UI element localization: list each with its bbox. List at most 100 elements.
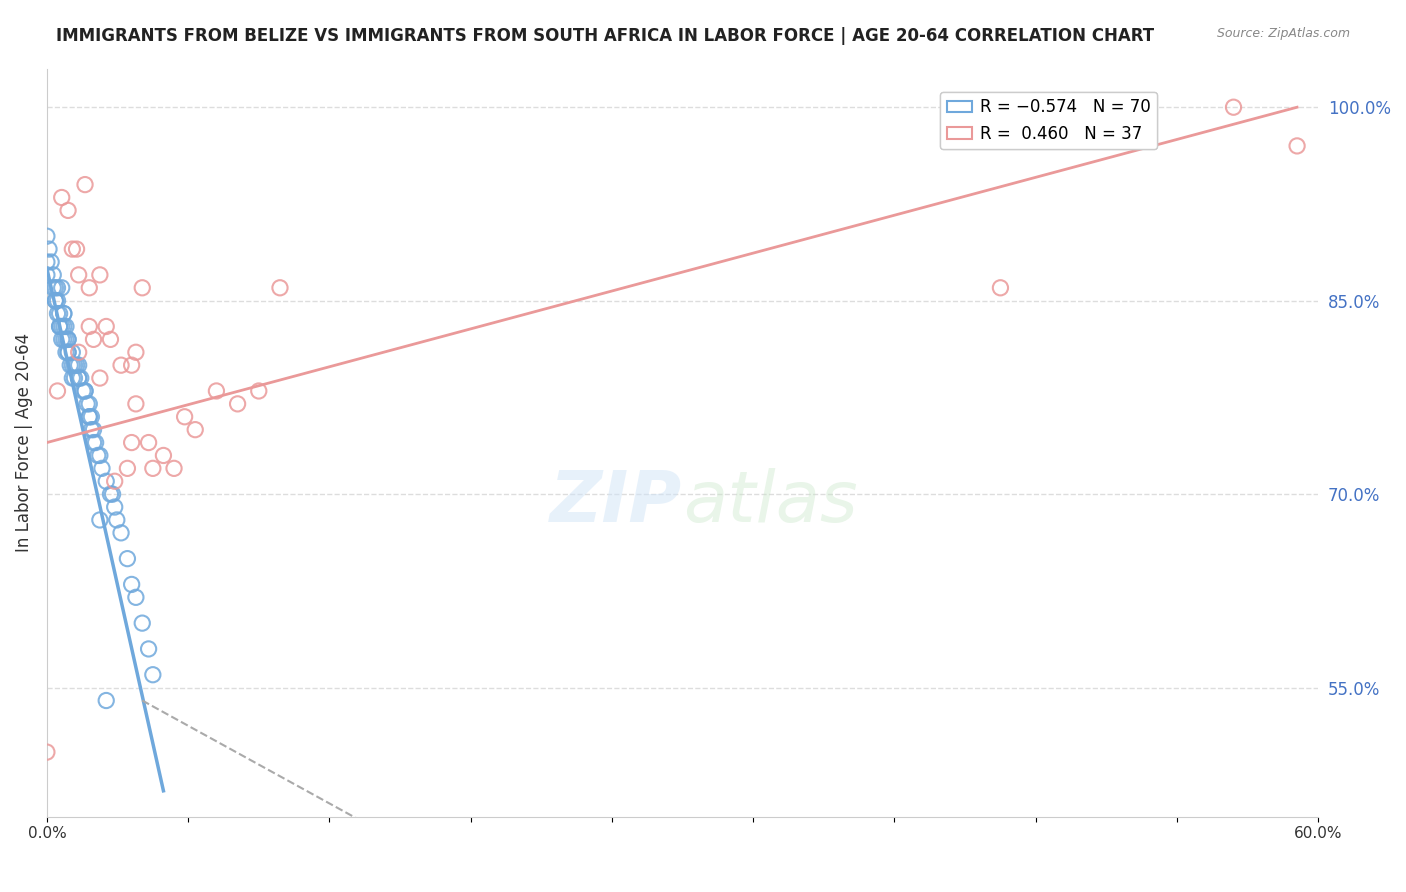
Point bbox=[44, 281, 66, 295]
Point bbox=[138, 641, 160, 656]
Point bbox=[89, 449, 111, 463]
Point bbox=[42, 281, 65, 295]
Point bbox=[73, 384, 96, 398]
Point bbox=[46, 293, 69, 308]
Point bbox=[89, 268, 111, 282]
Point bbox=[63, 371, 86, 385]
Point bbox=[131, 281, 153, 295]
Point bbox=[163, 461, 186, 475]
Point bbox=[990, 281, 1012, 295]
Point bbox=[110, 358, 132, 372]
Point bbox=[117, 461, 139, 475]
Point bbox=[56, 332, 79, 346]
Point bbox=[87, 449, 110, 463]
Point bbox=[59, 358, 82, 372]
Point bbox=[76, 397, 98, 411]
Point bbox=[51, 190, 73, 204]
Point bbox=[60, 371, 83, 385]
Point bbox=[138, 435, 160, 450]
Point bbox=[52, 307, 75, 321]
Point bbox=[131, 616, 153, 631]
Point bbox=[142, 667, 165, 681]
Point bbox=[38, 242, 60, 256]
Point bbox=[44, 293, 66, 308]
Point bbox=[48, 307, 70, 321]
Point bbox=[56, 203, 79, 218]
Point bbox=[110, 525, 132, 540]
Text: IMMIGRANTS FROM BELIZE VS IMMIGRANTS FROM SOUTH AFRICA IN LABOR FORCE | AGE 20-6: IMMIGRANTS FROM BELIZE VS IMMIGRANTS FRO… bbox=[56, 27, 1154, 45]
Point bbox=[121, 435, 143, 450]
Point bbox=[226, 397, 249, 411]
Text: atlas: atlas bbox=[682, 468, 858, 537]
Point bbox=[77, 319, 100, 334]
Point bbox=[67, 371, 90, 385]
Point bbox=[125, 397, 148, 411]
Point bbox=[1286, 139, 1309, 153]
Point bbox=[104, 475, 127, 489]
Point bbox=[65, 242, 87, 256]
Point bbox=[77, 397, 100, 411]
Point bbox=[117, 551, 139, 566]
Point bbox=[100, 487, 122, 501]
Point bbox=[51, 319, 73, 334]
Point bbox=[46, 281, 69, 295]
Point bbox=[51, 332, 73, 346]
Text: Source: ZipAtlas.com: Source: ZipAtlas.com bbox=[1216, 27, 1350, 40]
Point bbox=[77, 281, 100, 295]
Point bbox=[73, 178, 96, 192]
Point bbox=[48, 319, 70, 334]
Point bbox=[46, 307, 69, 321]
Point bbox=[101, 487, 124, 501]
Point bbox=[1222, 100, 1244, 114]
Point bbox=[173, 409, 195, 424]
Point bbox=[105, 513, 128, 527]
Point bbox=[63, 358, 86, 372]
Point bbox=[125, 345, 148, 359]
Point bbox=[55, 332, 77, 346]
Point bbox=[184, 423, 207, 437]
Point bbox=[46, 384, 69, 398]
Point bbox=[52, 319, 75, 334]
Point bbox=[89, 371, 111, 385]
Point bbox=[89, 513, 111, 527]
Point bbox=[80, 423, 103, 437]
Point bbox=[67, 371, 90, 385]
Point bbox=[65, 358, 87, 372]
Point bbox=[205, 384, 228, 398]
Point bbox=[247, 384, 270, 398]
Point bbox=[48, 319, 70, 334]
Point bbox=[80, 409, 103, 424]
Point bbox=[55, 319, 77, 334]
Point bbox=[67, 358, 90, 372]
Point bbox=[52, 307, 75, 321]
Point bbox=[42, 268, 65, 282]
Point bbox=[67, 268, 90, 282]
Point bbox=[77, 409, 100, 424]
Point bbox=[100, 332, 122, 346]
Point bbox=[73, 384, 96, 398]
Point bbox=[96, 693, 118, 707]
Point bbox=[77, 409, 100, 424]
Point bbox=[39, 255, 62, 269]
Point bbox=[142, 461, 165, 475]
Point bbox=[96, 475, 118, 489]
Point bbox=[60, 345, 83, 359]
Y-axis label: In Labor Force | Age 20-64: In Labor Force | Age 20-64 bbox=[15, 333, 32, 552]
Point bbox=[56, 345, 79, 359]
Point bbox=[121, 358, 143, 372]
Point bbox=[56, 345, 79, 359]
Point bbox=[35, 229, 58, 244]
Point bbox=[35, 745, 58, 759]
Point bbox=[72, 384, 94, 398]
Point bbox=[96, 319, 118, 334]
Text: ZIP: ZIP bbox=[550, 468, 682, 537]
Point bbox=[44, 293, 66, 308]
Point bbox=[269, 281, 291, 295]
Point bbox=[83, 332, 105, 346]
Point bbox=[55, 345, 77, 359]
Point bbox=[52, 332, 75, 346]
Point bbox=[35, 255, 58, 269]
Point bbox=[121, 577, 143, 591]
Point bbox=[60, 358, 83, 372]
Point bbox=[104, 500, 127, 514]
